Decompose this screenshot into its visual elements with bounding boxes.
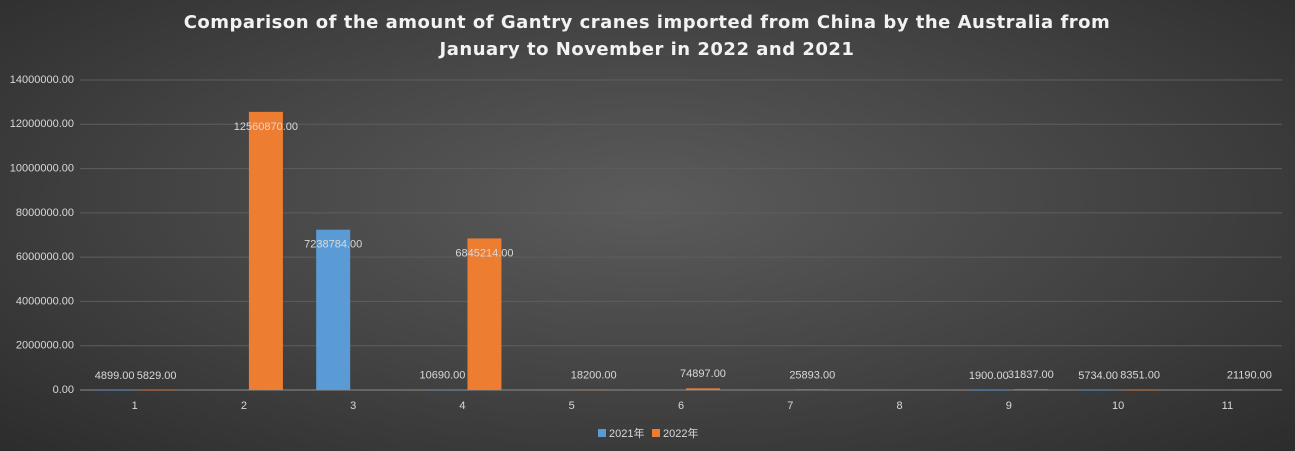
legend-label: 2021年 bbox=[609, 426, 644, 440]
x-tick-label: 11 bbox=[1222, 400, 1233, 412]
data-label: 5734.00 bbox=[1078, 370, 1118, 382]
x-tick-label: 8 bbox=[896, 400, 902, 412]
y-tick-label: 0.00 bbox=[53, 384, 74, 396]
bar bbox=[139, 389, 174, 391]
data-label: 8351.00 bbox=[1120, 370, 1160, 382]
x-tick-label: 4 bbox=[459, 400, 465, 412]
data-label: 21190.00 bbox=[1227, 369, 1272, 381]
x-tick-label: 3 bbox=[350, 400, 356, 412]
data-label: 25893.00 bbox=[789, 369, 835, 381]
y-tick-label: 12000000.00 bbox=[10, 118, 74, 130]
data-label: 6845214.00 bbox=[455, 247, 513, 259]
bar bbox=[97, 389, 132, 391]
x-tick-label: 7 bbox=[787, 400, 793, 412]
data-label: 31837.00 bbox=[1008, 369, 1054, 381]
bar bbox=[425, 389, 460, 391]
y-tick-label: 14000000.00 bbox=[10, 74, 74, 86]
data-label: 5829.00 bbox=[137, 370, 177, 382]
y-tick-label: 8000000.00 bbox=[16, 207, 74, 219]
x-tick-label: 9 bbox=[1006, 400, 1012, 412]
data-label: 1900.00 bbox=[969, 370, 1009, 382]
bar bbox=[686, 388, 720, 390]
legend-label: 2022年 bbox=[663, 426, 698, 440]
bar bbox=[1013, 389, 1048, 390]
x-tick-label: 6 bbox=[678, 400, 684, 412]
data-label: 12560870.00 bbox=[234, 121, 298, 133]
x-tick-label: 1 bbox=[132, 400, 138, 412]
legend-swatch bbox=[652, 429, 660, 437]
bar bbox=[1081, 389, 1116, 391]
bar bbox=[467, 238, 502, 390]
data-label: 10690.00 bbox=[420, 370, 466, 382]
y-tick-label: 6000000.00 bbox=[16, 251, 74, 263]
x-tick-label: 5 bbox=[569, 400, 575, 412]
bar bbox=[971, 389, 1006, 391]
bar bbox=[1232, 389, 1267, 391]
data-label: 74897.00 bbox=[680, 368, 726, 380]
y-tick-label: 2000000.00 bbox=[16, 340, 74, 352]
legend-swatch bbox=[598, 429, 606, 437]
data-label: 7238784.00 bbox=[304, 239, 362, 251]
bar bbox=[248, 111, 283, 390]
bar bbox=[795, 389, 830, 390]
y-tick-label: 4000000.00 bbox=[16, 295, 74, 307]
data-label: 4899.00 bbox=[95, 370, 135, 382]
chart-title: Comparison of the amount of Gantry crane… bbox=[183, 12, 1111, 60]
bar bbox=[576, 389, 611, 391]
data-label: 18200.00 bbox=[571, 370, 617, 382]
bar bbox=[316, 229, 351, 390]
x-tick-label: 10 bbox=[1112, 400, 1124, 412]
x-tick-label: 2 bbox=[241, 400, 247, 412]
y-tick-label: 10000000.00 bbox=[10, 162, 74, 174]
bar bbox=[1123, 389, 1158, 391]
